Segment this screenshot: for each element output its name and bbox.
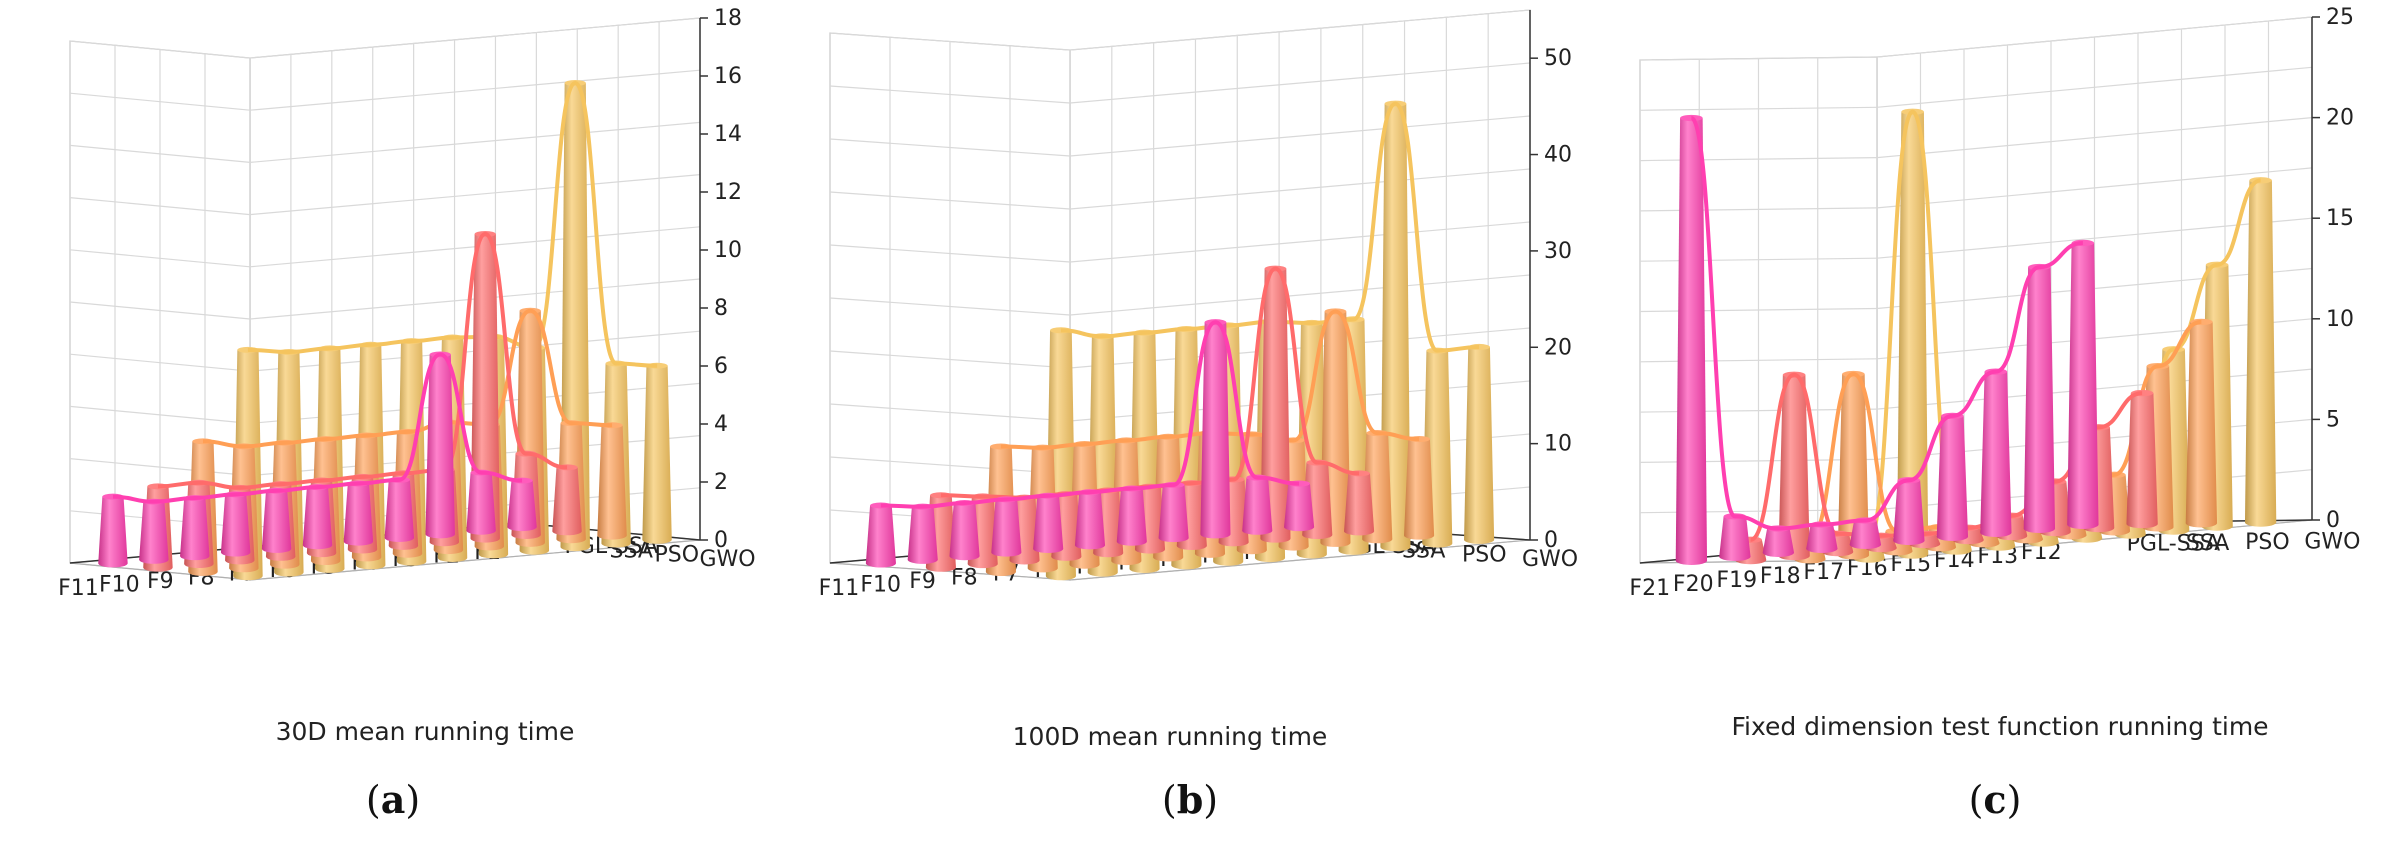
panel-b-z-tick: 20 — [1544, 335, 1572, 360]
panel-b-z-tick: 30 — [1544, 239, 1572, 264]
panel-a-bar — [343, 480, 374, 546]
panel-c-bar — [2067, 239, 2099, 529]
panel-a: 024681012141618F1F2F3F4F5F6F7F8F9F10F11P… — [58, 6, 755, 822]
panel-b-bar — [1116, 485, 1147, 546]
panel-b-bar — [949, 499, 980, 561]
panel-c-bar — [2185, 318, 2218, 528]
panel-c-bar — [1936, 412, 1969, 542]
panel-c-bar — [1980, 368, 2012, 538]
panel-c-z-tick: 5 — [2326, 407, 2340, 432]
panel-c-x-tick: F21 — [1629, 576, 1670, 601]
panel-b-z-tick: 0 — [1544, 528, 1558, 553]
panel-c-series-label: GWO — [2304, 529, 2360, 554]
panel-a-bar — [384, 476, 415, 542]
panel-a-bar — [139, 498, 169, 564]
panel-b-trend-PGL-SSA — [880, 320, 1300, 509]
panel-b-bar — [1242, 474, 1273, 535]
panel-b-series-label: PSO — [1462, 543, 1507, 568]
panel-a-z-tick: 12 — [714, 180, 742, 205]
panel-b-label: (b) — [1162, 777, 1218, 822]
panel-c-z-tick: 20 — [2326, 106, 2354, 131]
panel-a-trend-PSO — [202, 308, 613, 449]
panel-a-z-tick: 8 — [714, 296, 728, 321]
panel-b-title: 100D mean running time — [1013, 722, 1328, 751]
panel-a-bar — [507, 477, 537, 532]
panel-b-x-tick: F8 — [951, 565, 978, 590]
panel-b-x-tick: F11 — [819, 576, 860, 601]
panel-a-z-tick: 10 — [714, 238, 742, 263]
panel-c-x-tick: F20 — [1673, 572, 1714, 597]
panel-a-bar — [302, 484, 333, 550]
panel-a-z-tick: 16 — [714, 64, 742, 89]
panel-a-bar — [597, 422, 627, 540]
panel-b-bar — [1074, 489, 1106, 550]
panel-a-x-tick: F10 — [99, 573, 140, 598]
panel-a-bar — [466, 469, 496, 535]
panel-a-series-label: GWO — [700, 547, 756, 572]
panel-c-bar — [2126, 389, 2158, 529]
panel-c-bar — [2023, 263, 2056, 534]
panel-b-bar — [1200, 319, 1231, 539]
panel-c-z-tick: 0 — [2326, 508, 2340, 533]
panel-a-z-tick: 2 — [714, 470, 728, 495]
panel-a-bars — [98, 79, 672, 581]
panel-a-series-label: PSO — [655, 543, 700, 568]
panel-b-bar — [1033, 492, 1064, 553]
panel-b-z-tick: 40 — [1544, 143, 1572, 168]
panel-b-trend-PSO — [1000, 309, 1420, 450]
panel-a-bar — [98, 493, 128, 568]
panel-c-bar — [1719, 513, 1751, 562]
panel-b-bar — [865, 502, 896, 568]
panel-a-x-tick: F9 — [147, 569, 174, 594]
panel-a-label: (a) — [366, 777, 420, 822]
panel-b-bar — [907, 503, 938, 564]
panel-b-z-tick: 50 — [1544, 46, 1572, 71]
panel-a-bar — [180, 495, 210, 561]
panel-c-x-tick: F17 — [1803, 560, 1844, 585]
panel-c-bar — [2244, 177, 2277, 527]
panel-c-z-tick: 25 — [2326, 5, 2354, 30]
panel-a-z-tick: 6 — [714, 354, 728, 379]
panel-a-trend-PGL-SSA — [112, 352, 523, 504]
panel-a-z-tick: 18 — [714, 6, 742, 31]
panel-c-x-tick: F18 — [1760, 564, 1801, 589]
panel-b-bar — [1158, 481, 1189, 543]
panel-c-label: (c) — [1969, 777, 2022, 822]
panel-c-series-label: PSO — [2245, 530, 2290, 555]
panel-a-trend-SSA — [157, 231, 568, 490]
panel-a-bar — [425, 351, 455, 539]
panel-b-bar — [1284, 480, 1315, 532]
panel-c-x-tick: F19 — [1716, 568, 1757, 593]
panel-c-trend-PGL-SSA — [1689, 115, 2084, 531]
panel-c-z-tick: 10 — [2326, 307, 2354, 332]
panel-a-bar — [220, 491, 251, 557]
panel-a-z-tick: 14 — [714, 122, 742, 147]
panel-b-bars — [865, 100, 1495, 581]
panel-b-bar — [1404, 436, 1435, 540]
panel-c-z-tick: 15 — [2326, 206, 2354, 231]
panel-a-bar — [642, 362, 672, 544]
panel-a-x-tick: F11 — [58, 576, 99, 601]
panel-b-bar — [991, 496, 1022, 557]
panel-b-x-tick: F9 — [909, 569, 936, 594]
panel-b-x-tick: F10 — [860, 573, 901, 598]
panel-c-series-label: SSA — [2186, 531, 2229, 556]
panel-b-z-tick: 10 — [1544, 432, 1572, 457]
panel-c-bar — [1675, 114, 1708, 566]
panel-c: 0510152025F12F13F14F15F16F17F18F19F20F21… — [1629, 5, 2360, 822]
panel-a-bar — [261, 487, 292, 553]
panel-b-bar — [1344, 470, 1375, 536]
panel-a-title: 30D mean running time — [276, 717, 575, 746]
panel-b-series-label: GWO — [1522, 547, 1578, 572]
panel-b-trend-GWO — [1060, 101, 1480, 353]
panel-a-bar — [552, 464, 582, 536]
panel-b-bar — [1464, 343, 1495, 544]
panel-b: 01020304050F1F2F3F4F5F6F7F8F9F10F11PGL-S… — [819, 9, 1578, 822]
panel-c-bars — [1675, 108, 2277, 566]
panel-a-z-tick: 0 — [714, 528, 728, 553]
panel-c-title: Fixed dimension test function running ti… — [1731, 712, 2268, 741]
panel-a-z-tick: 4 — [714, 412, 728, 437]
